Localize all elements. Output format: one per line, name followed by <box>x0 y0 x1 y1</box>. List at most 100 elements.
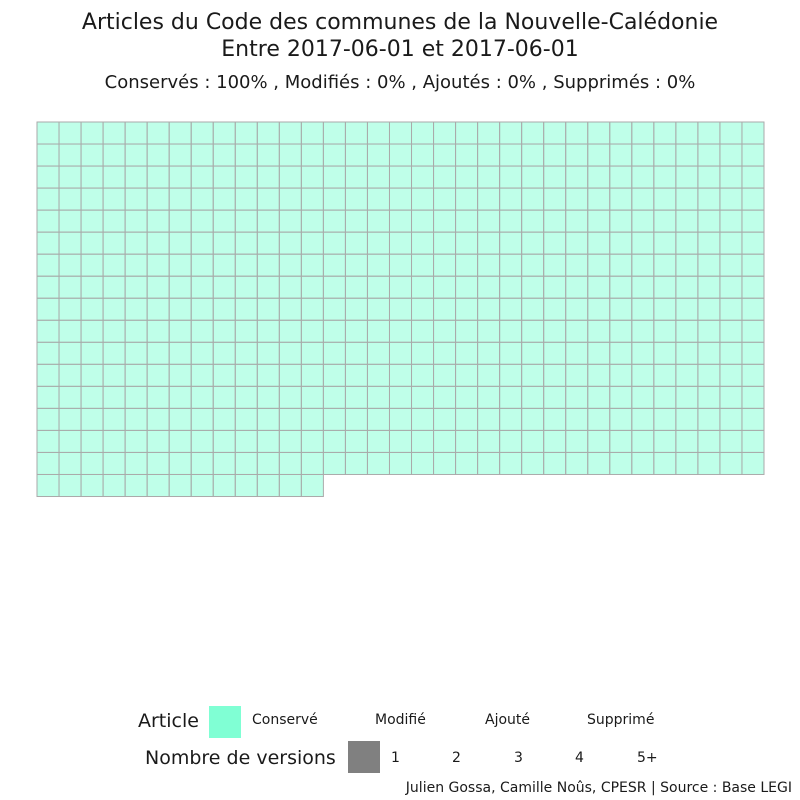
chart-subtitle: Conservés : 100% , Modifiés : 0% , Ajout… <box>104 72 696 93</box>
waffle-cell-conservé <box>300 165 324 189</box>
waffle-cell-conservé <box>521 275 545 299</box>
waffle-cell-conservé <box>609 253 633 277</box>
waffle-cell-conservé <box>366 253 390 277</box>
waffle-cell-conservé <box>168 231 192 255</box>
waffle-cell-conservé <box>697 165 721 189</box>
waffle-cell-conservé <box>80 385 104 409</box>
waffle-cell-conservé <box>543 121 567 145</box>
waffle-cell-conservé <box>719 187 743 211</box>
waffle-cell-conservé <box>499 231 523 255</box>
waffle-cell-conservé <box>234 187 258 211</box>
waffle-cell-conservé <box>653 319 677 343</box>
waffle-cell-conservé <box>58 407 82 431</box>
waffle-cell-conservé <box>477 341 501 365</box>
waffle-cell-conservé <box>477 451 501 475</box>
waffle-cell-conservé <box>565 297 589 321</box>
waffle-cell-conservé <box>433 363 457 387</box>
waffle-cell-conservé <box>146 165 170 189</box>
waffle-cell-conservé <box>675 143 699 167</box>
waffle-cell-conservé <box>697 407 721 431</box>
waffle-cell-conservé <box>146 363 170 387</box>
waffle-cell-conservé <box>741 253 765 277</box>
waffle-cell-conservé <box>543 385 567 409</box>
waffle-cell-conservé <box>212 231 236 255</box>
waffle-cell-conservé <box>719 253 743 277</box>
waffle-cell-conservé <box>212 363 236 387</box>
waffle-cell-conservé <box>587 253 611 277</box>
waffle-cell-conservé <box>146 143 170 167</box>
waffle-cell-conservé <box>697 253 721 277</box>
waffle-cell-conservé <box>212 143 236 167</box>
waffle-cell-conservé <box>322 297 346 321</box>
waffle-cell-conservé <box>344 385 368 409</box>
waffle-cell-conservé <box>344 121 368 145</box>
waffle-cell-conservé <box>609 451 633 475</box>
waffle-cell-conservé <box>411 209 435 233</box>
waffle-cell-conservé <box>433 385 457 409</box>
waffle-cell-conservé <box>587 121 611 145</box>
waffle-cell-conservé <box>344 187 368 211</box>
waffle-cell-conservé <box>146 121 170 145</box>
waffle-cell-conservé <box>80 473 104 498</box>
waffle-cell-conservé <box>411 319 435 343</box>
waffle-cell-conservé <box>631 341 655 365</box>
legend-item-supprime: Supprimé <box>587 712 655 728</box>
waffle-cell-conservé <box>190 473 214 498</box>
waffle-cell-conservé <box>124 209 148 233</box>
waffle-cell-conservé <box>499 209 523 233</box>
waffle-cell-conservé <box>543 341 567 365</box>
waffle-cell-conservé <box>609 275 633 299</box>
waffle-cell-conservé <box>146 275 170 299</box>
waffle-cell-conservé <box>278 275 302 299</box>
waffle-cell-conservé <box>477 319 501 343</box>
waffle-cell-conservé <box>631 121 655 145</box>
waffle-cell-conservé <box>366 363 390 387</box>
waffle-cell-conservé <box>543 231 567 255</box>
waffle-cell-conservé <box>587 165 611 189</box>
waffle-cell-conservé <box>719 209 743 233</box>
waffle-cell-conservé <box>146 231 170 255</box>
waffle-cell-conservé <box>234 451 258 475</box>
waffle-cell-conservé <box>234 363 258 387</box>
waffle-cell-conservé <box>344 297 368 321</box>
waffle-cell-conservé <box>455 231 479 255</box>
waffle-cell-conservé <box>388 407 413 431</box>
waffle-cell-conservé <box>80 165 104 189</box>
waffle-cell-conservé <box>521 297 545 321</box>
waffle-cell-conservé <box>455 319 479 343</box>
waffle-cell-conservé <box>80 407 104 431</box>
waffle-cell-conservé <box>102 297 126 321</box>
waffle-cell-conservé <box>477 385 501 409</box>
waffle-cell-conservé <box>366 187 390 211</box>
waffle-cell-conservé <box>609 319 633 343</box>
waffle-cell-conservé <box>499 429 523 453</box>
waffle-cell-conservé <box>521 253 545 277</box>
waffle-cell-conservé <box>697 209 721 233</box>
waffle-cell-conservé <box>741 165 765 189</box>
waffle-cell-conservé <box>212 275 236 299</box>
waffle-cell-conservé <box>212 121 236 145</box>
waffle-cell-conservé <box>565 231 589 255</box>
waffle-cell-conservé <box>587 363 611 387</box>
waffle-cell-conservé <box>102 187 126 211</box>
waffle-cell-conservé <box>388 275 413 299</box>
waffle-cell-conservé <box>653 209 677 233</box>
waffle-cell-conservé <box>653 165 677 189</box>
waffle-cell-conservé <box>190 187 214 211</box>
waffle-cell-conservé <box>653 429 677 453</box>
waffle-cell-conservé <box>543 187 567 211</box>
waffle-cell-conservé <box>388 165 413 189</box>
waffle-cell-conservé <box>697 429 721 453</box>
waffle-cell-conservé <box>366 385 390 409</box>
waffle-cell-conservé <box>653 231 677 255</box>
waffle-cell-conservé <box>190 165 214 189</box>
waffle-cell-conservé <box>58 187 82 211</box>
waffle-cell-conservé <box>433 165 457 189</box>
waffle-cell-conservé <box>521 429 545 453</box>
waffle-cell-conservé <box>477 407 501 431</box>
waffle-cell-conservé <box>102 275 126 299</box>
waffle-cell-conservé <box>543 429 567 453</box>
waffle-cell-conservé <box>36 187 60 211</box>
waffle-cell-conservé <box>300 451 324 475</box>
waffle-cell-conservé <box>631 407 655 431</box>
